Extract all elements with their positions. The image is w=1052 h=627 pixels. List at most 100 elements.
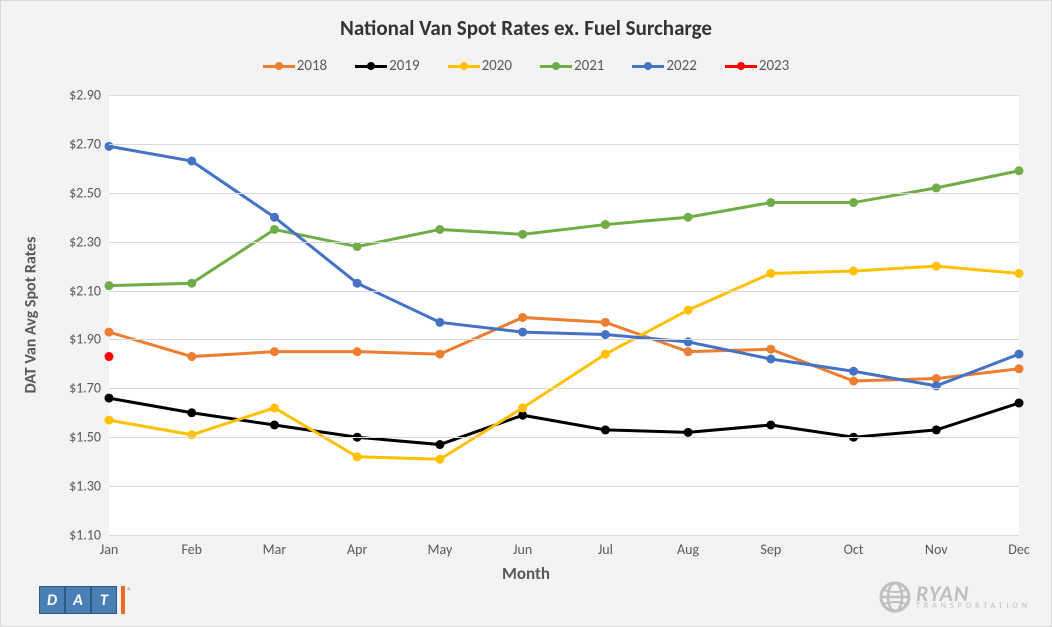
ryan-transportation-logo: RYANTRANSPORTATION xyxy=(878,580,1031,614)
series-marker-2022 xyxy=(518,328,527,337)
dat-logo: DAT® xyxy=(39,586,132,614)
gridline xyxy=(109,144,1019,145)
series-marker-2022 xyxy=(353,279,362,288)
x-tick-label: Aug xyxy=(677,535,699,558)
y-axis-label: DAT Van Avg Spot Rates xyxy=(22,237,41,394)
x-tick-label: Jan xyxy=(100,535,119,558)
series-marker-2022 xyxy=(435,318,444,327)
series-marker-2022 xyxy=(270,213,279,222)
series-marker-2021 xyxy=(435,225,444,234)
gridline xyxy=(109,339,1019,340)
series-marker-2019 xyxy=(684,428,693,437)
series-marker-2021 xyxy=(270,225,279,234)
series-marker-2020 xyxy=(766,269,775,278)
gridline xyxy=(109,291,1019,292)
series-marker-2018 xyxy=(270,347,279,356)
x-tick-label: Mar xyxy=(263,535,287,558)
series-marker-2019 xyxy=(187,408,196,417)
x-tick-label: Jun xyxy=(513,535,532,558)
series-marker-2021 xyxy=(766,198,775,207)
legend-swatch xyxy=(448,59,480,73)
series-marker-2020 xyxy=(105,416,114,425)
series-marker-2022 xyxy=(601,330,610,339)
y-tick-label: $1.90 xyxy=(69,331,109,348)
y-tick-label: $2.50 xyxy=(69,184,109,201)
series-marker-2023 xyxy=(105,352,114,361)
x-tick-label: Apr xyxy=(347,535,367,558)
plot-svg xyxy=(109,95,1019,535)
series-marker-2021 xyxy=(601,220,610,229)
gridline xyxy=(109,388,1019,389)
gridline xyxy=(109,535,1019,536)
series-marker-2022 xyxy=(1015,350,1024,359)
legend-item-2022: 2022 xyxy=(632,57,696,75)
legend-swatch xyxy=(355,59,387,73)
series-marker-2018 xyxy=(435,350,444,359)
series-marker-2021 xyxy=(932,183,941,192)
series-line-2020 xyxy=(109,266,1019,459)
x-tick-label: Nov xyxy=(925,535,948,558)
legend-label: 2022 xyxy=(666,57,696,75)
series-marker-2020 xyxy=(849,267,858,276)
ryan-logo-text: RYANTRANSPORTATION xyxy=(916,584,1031,611)
series-line-2022 xyxy=(109,146,1019,386)
plot-area: $1.10$1.30$1.50$1.70$1.90$2.10$2.30$2.50… xyxy=(109,95,1019,535)
series-marker-2020 xyxy=(1015,269,1024,278)
gridline xyxy=(109,242,1019,243)
series-marker-2022 xyxy=(849,367,858,376)
series-marker-2019 xyxy=(601,425,610,434)
legend-item-2019: 2019 xyxy=(355,57,419,75)
legend-item-2020: 2020 xyxy=(448,57,512,75)
y-tick-label: $2.70 xyxy=(69,135,109,152)
series-marker-2021 xyxy=(518,230,527,239)
y-tick-label: $2.90 xyxy=(69,87,109,104)
series-marker-2021 xyxy=(684,213,693,222)
legend-item-2021: 2021 xyxy=(540,57,604,75)
legend-label: 2019 xyxy=(389,57,419,75)
series-marker-2019 xyxy=(1015,399,1024,408)
chart-container: National Van Spot Rates ex. Fuel Surchar… xyxy=(0,0,1052,627)
series-marker-2019 xyxy=(270,421,279,430)
series-marker-2020 xyxy=(270,403,279,412)
series-marker-2018 xyxy=(684,347,693,356)
x-tick-label: Sep xyxy=(760,535,781,558)
series-marker-2018 xyxy=(849,377,858,386)
series-marker-2018 xyxy=(766,345,775,354)
legend-label: 2023 xyxy=(759,57,789,75)
series-marker-2019 xyxy=(435,440,444,449)
gridline xyxy=(109,193,1019,194)
legend-label: 2021 xyxy=(574,57,604,75)
series-marker-2021 xyxy=(849,198,858,207)
legend-swatch xyxy=(725,59,757,73)
series-marker-2019 xyxy=(766,421,775,430)
gridline xyxy=(109,486,1019,487)
series-marker-2020 xyxy=(353,452,362,461)
y-tick-label: $1.30 xyxy=(69,478,109,495)
legend-label: 2020 xyxy=(482,57,512,75)
series-marker-2020 xyxy=(932,262,941,271)
series-marker-2021 xyxy=(1015,166,1024,175)
legend-item-2023: 2023 xyxy=(725,57,789,75)
y-tick-label: $2.10 xyxy=(69,282,109,299)
dat-logo-box: DAT® xyxy=(39,586,132,614)
series-marker-2018 xyxy=(601,318,610,327)
series-marker-2021 xyxy=(187,279,196,288)
series-marker-2020 xyxy=(518,403,527,412)
legend: 2018 2019 2020 2021 2022 2023 xyxy=(1,57,1051,75)
series-marker-2020 xyxy=(601,350,610,359)
series-marker-2022 xyxy=(766,355,775,364)
legend-swatch xyxy=(263,59,295,73)
y-tick-label: $1.50 xyxy=(69,429,109,446)
x-tick-label: Dec xyxy=(1008,535,1030,558)
chart-title: National Van Spot Rates ex. Fuel Surchar… xyxy=(1,15,1051,41)
ryan-globe-icon xyxy=(878,580,912,614)
series-marker-2020 xyxy=(684,306,693,315)
series-marker-2018 xyxy=(187,352,196,361)
legend-swatch xyxy=(540,59,572,73)
legend-label: 2018 xyxy=(297,57,327,75)
series-marker-2021 xyxy=(353,242,362,251)
x-tick-label: Jul xyxy=(598,535,613,558)
series-marker-2018 xyxy=(1015,364,1024,373)
x-tick-label: Oct xyxy=(844,535,864,558)
series-marker-2018 xyxy=(518,313,527,322)
